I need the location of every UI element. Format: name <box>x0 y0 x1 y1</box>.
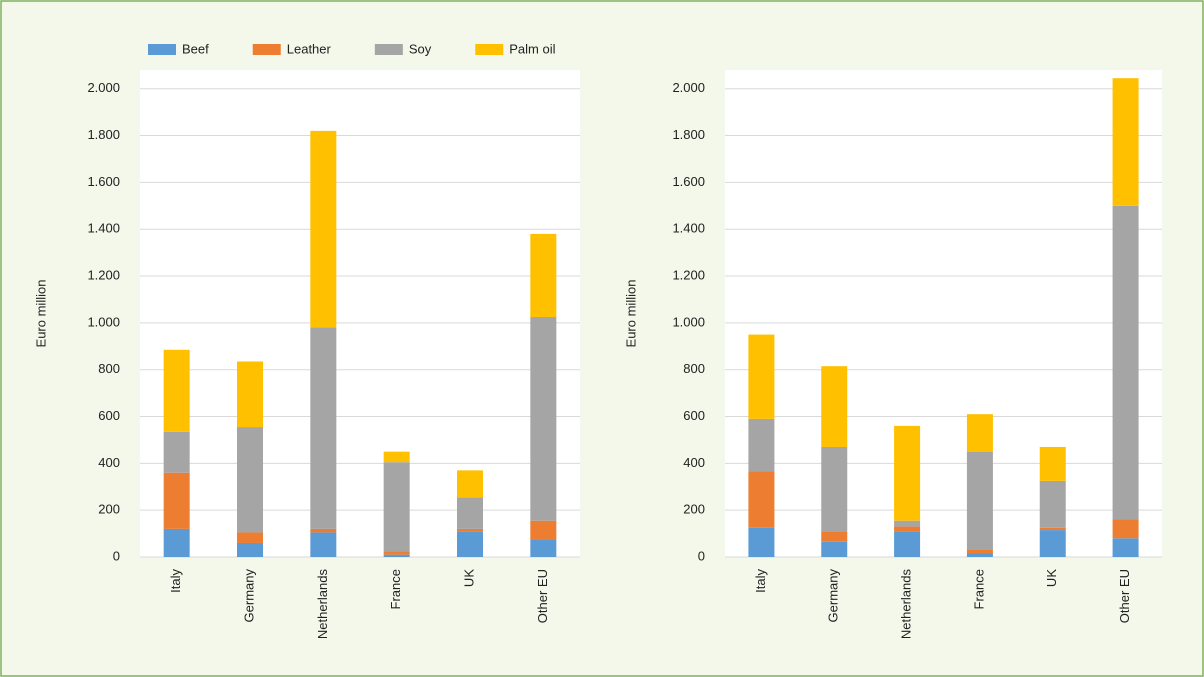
y-tick-label: 200 <box>98 502 120 517</box>
bar-segment <box>1112 78 1139 206</box>
y-tick-label: 1.600 <box>672 174 705 189</box>
x-tick-label: Other EU <box>535 569 550 623</box>
bar-segment <box>821 446 848 532</box>
legend-swatch <box>148 44 176 55</box>
bar-segment <box>163 528 190 557</box>
bar-segment <box>894 520 921 527</box>
bar-segment <box>457 497 483 529</box>
x-tick-label: Netherlands <box>315 569 330 640</box>
y-tick-label: 1.600 <box>87 174 120 189</box>
bar-segment <box>748 418 775 472</box>
y-tick-label: 600 <box>683 408 705 423</box>
y-tick-label: 1.800 <box>87 127 120 142</box>
bar-segment <box>530 520 557 540</box>
y-tick-label: 400 <box>683 455 705 470</box>
y-tick-label: 800 <box>98 361 120 376</box>
bar-segment <box>237 542 263 557</box>
y-tick-label: 2.000 <box>87 80 120 95</box>
bar-segment <box>383 554 410 557</box>
x-tick-label: Other EU <box>1117 569 1132 623</box>
bar-segment <box>457 531 483 557</box>
bar-segment <box>310 327 337 529</box>
bar-segment <box>383 462 410 552</box>
y-tick-label: 600 <box>98 408 120 423</box>
bar-segment <box>894 526 921 532</box>
bar-segment <box>530 539 557 557</box>
y-tick-label: 1.000 <box>87 314 120 329</box>
bar-segment <box>748 334 775 419</box>
plot-area <box>725 70 1162 557</box>
bar-segment <box>310 532 337 557</box>
legend-swatch <box>475 44 504 55</box>
legend-label: Leather <box>287 41 332 56</box>
bar-segment <box>748 527 775 557</box>
bar-segment <box>530 317 557 521</box>
legend-swatch <box>252 44 281 55</box>
legend-label: Palm oil <box>509 41 555 56</box>
x-tick-label: UK <box>1044 569 1059 587</box>
plot-area <box>140 70 580 557</box>
bar-segment <box>966 451 993 550</box>
bar-segment <box>748 471 775 528</box>
bar-segment <box>894 531 921 557</box>
y-axis-title: Euro million <box>623 280 638 348</box>
y-tick-label: 0 <box>113 548 120 563</box>
y-tick-label: 1.400 <box>672 221 705 236</box>
bar-segment <box>383 551 410 555</box>
y-tick-label: 200 <box>683 502 705 517</box>
y-tick-label: 1.200 <box>672 267 705 282</box>
bar-segment <box>1112 519 1139 539</box>
bar-segment <box>237 361 263 428</box>
y-tick-label: 1.400 <box>87 221 120 236</box>
bar-segment <box>1112 538 1139 557</box>
bar-segment <box>1039 446 1066 481</box>
bar-segment <box>894 425 921 521</box>
x-tick-label: Netherlands <box>899 569 914 640</box>
bar-segment <box>966 549 993 554</box>
y-tick-label: 800 <box>683 361 705 376</box>
bar-segment <box>457 528 483 532</box>
x-tick-label: France <box>388 569 403 609</box>
bar-segment <box>310 130 337 328</box>
legend-swatch <box>374 44 403 55</box>
bar-segment <box>237 532 263 543</box>
y-tick-label: 0 <box>698 548 705 563</box>
bar-segment <box>1039 530 1066 557</box>
x-tick-label: Italy <box>168 569 183 593</box>
x-tick-label: UK <box>461 569 476 587</box>
y-tick-label: 1.800 <box>672 127 705 142</box>
bar-segment <box>163 431 190 473</box>
bar-segment <box>1039 527 1066 531</box>
bar-segment <box>237 427 263 533</box>
bar-segment <box>530 233 557 318</box>
bar-segment <box>821 541 848 557</box>
y-tick-label: 2.000 <box>672 80 705 95</box>
x-tick-label: Germany <box>826 569 841 623</box>
bar-segment <box>310 528 337 533</box>
bar-segment <box>821 366 848 447</box>
y-axis-title: Euro million <box>33 280 48 348</box>
bar-segment <box>1112 205 1139 520</box>
y-tick-label: 1.000 <box>672 314 705 329</box>
legend-label: Soy <box>409 41 432 56</box>
bar-segment <box>1039 480 1066 528</box>
x-tick-label: France <box>971 569 986 609</box>
y-tick-label: 400 <box>98 455 120 470</box>
x-tick-label: Italy <box>753 569 768 593</box>
bar-segment <box>163 472 190 529</box>
bar-segment <box>163 349 190 432</box>
bar-segment <box>966 414 993 452</box>
bar-segment <box>383 451 410 463</box>
bar-segment <box>966 553 993 557</box>
y-tick-label: 1.200 <box>87 267 120 282</box>
bar-segment <box>821 531 848 542</box>
bar-segment <box>457 470 483 498</box>
legend-label: Beef <box>182 41 209 56</box>
x-tick-label: Germany <box>241 569 256 623</box>
